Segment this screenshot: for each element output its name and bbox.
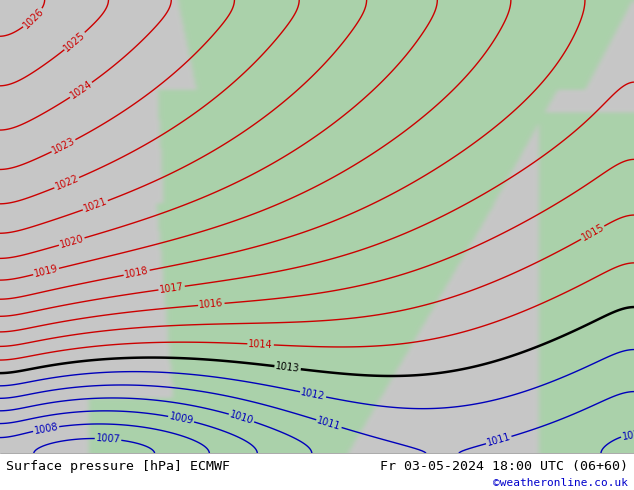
Text: 1021: 1021 [82,196,108,214]
Text: Surface pressure [hPa] ECMWF: Surface pressure [hPa] ECMWF [6,460,230,473]
Text: 1013: 1013 [275,361,301,374]
Text: 1026: 1026 [21,6,46,30]
Text: Fr 03-05-2024 18:00 UTC (06+60): Fr 03-05-2024 18:00 UTC (06+60) [380,460,628,473]
Text: 1017: 1017 [158,281,184,295]
Text: 1024: 1024 [68,79,94,101]
Text: ©weatheronline.co.uk: ©weatheronline.co.uk [493,478,628,489]
Text: 1011: 1011 [486,432,512,448]
Text: 1020: 1020 [58,233,85,250]
Text: 1015: 1015 [579,222,606,243]
Text: 1007: 1007 [96,433,120,445]
Text: 1022: 1022 [53,173,80,192]
Text: 1010: 1010 [621,427,634,441]
Text: 1016: 1016 [198,298,224,310]
Text: 1023: 1023 [50,136,77,156]
Text: 1010: 1010 [228,410,255,426]
Text: 1009: 1009 [168,412,194,426]
Text: 1012: 1012 [300,387,326,402]
Text: 1019: 1019 [33,264,59,279]
Text: 1025: 1025 [62,29,87,53]
Text: 1014: 1014 [248,339,273,350]
Text: 1011: 1011 [316,416,342,432]
Text: 1008: 1008 [33,421,59,436]
Text: 1018: 1018 [124,266,150,280]
